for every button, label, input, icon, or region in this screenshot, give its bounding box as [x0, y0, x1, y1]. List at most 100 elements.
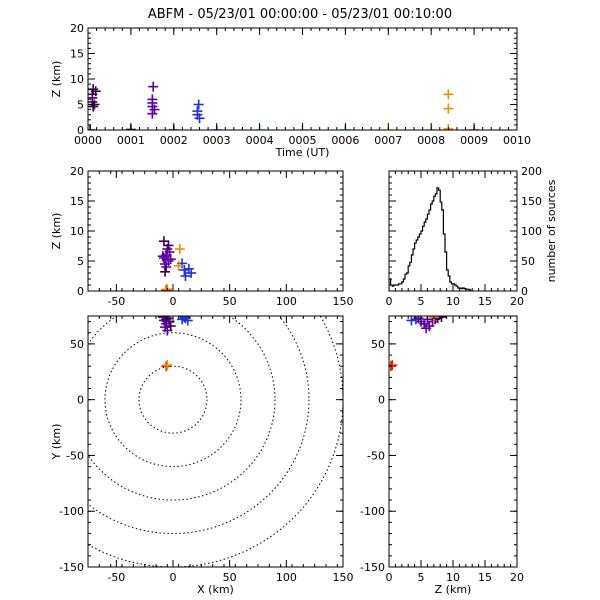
y-tick-label: 0 [77, 394, 84, 407]
histogram-bar [448, 276, 450, 291]
y-tick-label: 20 [70, 165, 84, 178]
axes-frame [87, 170, 344, 292]
y-tick-label: 0 [378, 394, 385, 407]
data-point [163, 240, 174, 251]
data-point [88, 101, 99, 112]
data-point [413, 316, 424, 324]
x-tick-label: 50 [223, 295, 237, 308]
range-ring [88, 316, 343, 567]
panel-time-height: 0000 0001 0002 0003 0004 0005 0006 0007 0008 0009… [50, 22, 531, 159]
x-tick-label: 100 [276, 571, 297, 584]
histogram-bar [399, 284, 401, 291]
histogram-bar [455, 285, 457, 291]
panel-xz: -50 0 50 100 150 0 5 10 15 20 Z (km) [50, 165, 354, 308]
x-tick-label: 10 [446, 295, 460, 308]
y-axis-label: number of sources [545, 179, 558, 282]
x-tick-label: 15 [478, 295, 492, 308]
histogram-bar [424, 222, 426, 291]
histogram-bar [415, 243, 417, 291]
plot-area [88, 81, 480, 130]
x-tick-label: -50 [107, 571, 125, 584]
data-point [161, 361, 172, 372]
x-tick-label: 0000 [74, 134, 102, 147]
data-point [160, 266, 171, 277]
data-point [147, 94, 158, 105]
data-point [406, 316, 417, 326]
y-tick-label: -100 [360, 505, 385, 518]
plot-area [88, 316, 343, 567]
histogram-bar [392, 286, 394, 291]
data-point [180, 271, 191, 281]
histogram-bar [456, 286, 458, 291]
x-tick-label: 0007 [374, 134, 402, 147]
data-point [161, 262, 172, 272]
x-tick-label: 0003 [203, 134, 231, 147]
data-point [192, 106, 203, 117]
data-point [186, 268, 197, 278]
histogram-bar [427, 214, 429, 291]
x-tick-label: 0001 [117, 134, 145, 147]
y-tick-label: -50 [367, 449, 385, 462]
histogram-bar [445, 252, 447, 291]
y-tick-label: 5 [77, 99, 84, 112]
histogram-bar [408, 266, 410, 291]
x-tick-label: 0006 [331, 134, 359, 147]
histogram-bar [421, 231, 423, 291]
y-tick-label: -50 [66, 449, 84, 462]
y-axis-label: Z (km) [50, 213, 63, 250]
x-tick-label: 10 [446, 571, 460, 584]
data-point [193, 99, 204, 110]
data-point [389, 360, 398, 371]
y-tick-label: 0 [77, 285, 84, 298]
y-tick-label: 50 [521, 255, 535, 268]
data-point [157, 251, 168, 262]
figure-title: ABFM - 05/23/01 00:00:00 - 05/23/01 00:1… [148, 7, 452, 22]
x-axis-label: X (km) [197, 583, 234, 596]
data-point [165, 321, 176, 332]
data-point [179, 265, 190, 275]
y-tick-label: -150 [59, 561, 84, 574]
data-point [174, 244, 185, 254]
histogram-bar [439, 190, 441, 291]
histogram-bar [413, 249, 415, 291]
data-point [443, 89, 454, 100]
histogram-line [389, 187, 472, 291]
histogram-bar [437, 188, 439, 291]
histogram-bar [435, 194, 437, 291]
y-tick-label: 10 [70, 225, 84, 238]
y-axis-label: Z (km) [50, 61, 63, 98]
y-tick-label: 100 [521, 225, 542, 238]
x-tick-label: 0 [170, 571, 177, 584]
data-point [88, 125, 96, 130]
x-tick-label: 0004 [246, 134, 274, 147]
x-tick-label: 0005 [289, 134, 317, 147]
x-tick-label: 0010 [503, 134, 531, 147]
data-point [183, 263, 194, 274]
plot-area [389, 316, 447, 372]
x-tick-label: 20 [510, 571, 524, 584]
histogram-bar [450, 282, 452, 291]
x-tick-label: 0008 [417, 134, 445, 147]
data-point [149, 104, 160, 115]
y-tick-label: -100 [59, 505, 84, 518]
histogram-bar [391, 285, 393, 291]
y-tick-label: -150 [360, 561, 385, 574]
y-tick-label: 10 [70, 73, 84, 86]
data-point [173, 260, 184, 271]
x-tick-label: 5 [418, 571, 425, 584]
x-axis-label: Z (km) [435, 583, 472, 596]
histogram-bar [426, 219, 428, 291]
range-ring [88, 316, 276, 501]
histogram-bar [431, 204, 433, 291]
histogram-bar [410, 262, 412, 291]
histogram-bar [416, 240, 418, 291]
histogram-bar [432, 201, 434, 291]
x-tick-label: 15 [478, 571, 492, 584]
data-point [158, 236, 169, 247]
histogram-bar [442, 210, 444, 291]
range-ring [88, 316, 310, 534]
data-point [90, 86, 101, 97]
x-tick-label: 5 [418, 295, 425, 308]
